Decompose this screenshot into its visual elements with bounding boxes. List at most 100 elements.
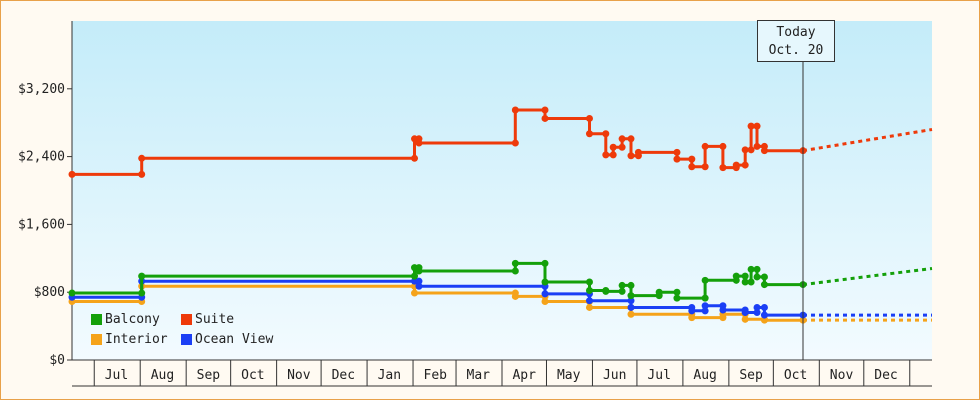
balcony-point	[627, 292, 635, 300]
balcony-point	[760, 281, 768, 289]
month-label: Nov	[287, 368, 311, 383]
y-tick-label: $1,600	[18, 217, 65, 232]
balcony-point	[627, 281, 635, 289]
y-tick-label: $2,400	[18, 150, 65, 165]
legend-item-interior: Interior	[91, 332, 168, 347]
balcony-point	[760, 273, 768, 281]
suite-point	[541, 114, 549, 122]
month-label: Dec	[874, 368, 897, 383]
suite-point	[741, 161, 749, 169]
plot-background	[72, 21, 932, 360]
legend-swatch	[181, 334, 192, 345]
ocean-view-point	[760, 311, 768, 319]
month-label: Apr	[512, 368, 536, 383]
suite-point	[688, 155, 696, 163]
today-label: Today	[776, 25, 816, 40]
month-label: Aug	[693, 368, 716, 383]
ocean-view-point	[753, 303, 761, 311]
suite-point	[415, 139, 423, 147]
ocean-view-point	[753, 309, 761, 317]
interior-point	[541, 298, 549, 306]
balcony-point	[511, 259, 519, 267]
ocean-view-point	[627, 297, 635, 305]
month-label: Mar	[467, 368, 491, 383]
interior-point	[760, 316, 768, 324]
suite-point	[673, 148, 681, 156]
legend-label: Interior	[105, 332, 168, 347]
suite-point	[732, 161, 740, 169]
interior-point	[411, 289, 419, 297]
month-label: Sep	[197, 368, 221, 383]
balcony-forecast-line	[802, 266, 933, 287]
today-date: Oct. 20	[768, 43, 824, 58]
suite-point	[747, 146, 755, 154]
suite-point	[411, 154, 419, 162]
balcony-point	[138, 289, 146, 297]
balcony-point	[753, 273, 761, 281]
balcony-point	[753, 265, 761, 273]
balcony-point	[747, 278, 755, 286]
suite-point	[673, 155, 681, 163]
balcony-point	[673, 294, 681, 302]
ocean-view-point	[741, 309, 749, 317]
y-tick-label: $3,200	[18, 82, 65, 97]
suite-point	[511, 106, 519, 114]
legend-swatch	[91, 314, 102, 325]
balcony-point	[68, 289, 76, 297]
balcony-point	[541, 259, 549, 267]
month-label: Jan	[378, 368, 401, 383]
balcony-point	[511, 267, 519, 275]
suite-point	[627, 152, 635, 160]
balcony-point	[541, 278, 549, 286]
balcony-point	[602, 287, 610, 295]
ocean-view-point	[688, 307, 696, 315]
month-label: Jun	[603, 368, 626, 383]
y-axis: $0 $800 $1,600 $2,400 $3,200	[18, 21, 73, 368]
balcony-point	[138, 272, 146, 280]
month-label: Feb	[424, 368, 448, 383]
suite-point	[541, 106, 549, 114]
ocean-view-point	[541, 290, 549, 298]
balcony-point	[415, 267, 423, 275]
suite-forecast-line	[802, 127, 933, 153]
balcony-point	[655, 288, 663, 296]
suite-point	[511, 139, 519, 147]
month-label: Sep	[739, 368, 763, 383]
x-axis: Jul Aug Sep Oct Nov Dec Jan Feb Mar Apr May Jun Jul A…	[72, 359, 932, 387]
suite-point	[701, 142, 709, 150]
suite-point	[753, 142, 761, 150]
month-label: Oct	[784, 368, 807, 383]
suite-point	[585, 130, 593, 138]
balcony-point	[585, 278, 593, 286]
legend-swatch	[181, 314, 192, 325]
today-annotation: Today Oct. 20	[757, 20, 835, 62]
suite-point	[760, 147, 768, 155]
month-label: Nov	[830, 368, 854, 383]
interior-point	[511, 292, 519, 300]
suite-point	[719, 142, 727, 150]
legend-label: Balcony	[105, 312, 160, 327]
suite-point	[634, 148, 642, 156]
balcony-point	[411, 272, 419, 280]
legend-label: Ocean View	[195, 332, 274, 347]
ocean-view-point	[585, 297, 593, 305]
suite-point	[602, 151, 610, 159]
suite-point	[602, 130, 610, 138]
suite-point	[609, 143, 617, 151]
y-tick-label: $800	[34, 285, 65, 300]
balcony-point	[673, 288, 681, 296]
legend-label: Suite	[195, 312, 235, 327]
interior-point	[688, 314, 696, 322]
suite-point	[741, 146, 749, 154]
month-label: Jul	[105, 368, 128, 383]
suite-point	[138, 170, 146, 178]
ocean-view-point	[415, 277, 423, 285]
suite-point	[753, 122, 761, 130]
legend-item-suite: Suite	[181, 312, 234, 327]
balcony-point	[701, 276, 709, 284]
suite-point	[701, 163, 709, 171]
y-tick-label: $0	[49, 353, 65, 368]
interior-point	[627, 310, 635, 318]
balcony-point	[741, 278, 749, 286]
